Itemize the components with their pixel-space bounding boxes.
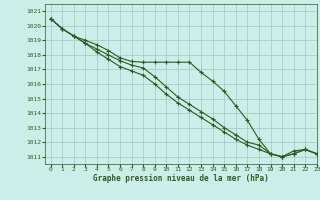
X-axis label: Graphe pression niveau de la mer (hPa): Graphe pression niveau de la mer (hPa) bbox=[93, 174, 269, 183]
